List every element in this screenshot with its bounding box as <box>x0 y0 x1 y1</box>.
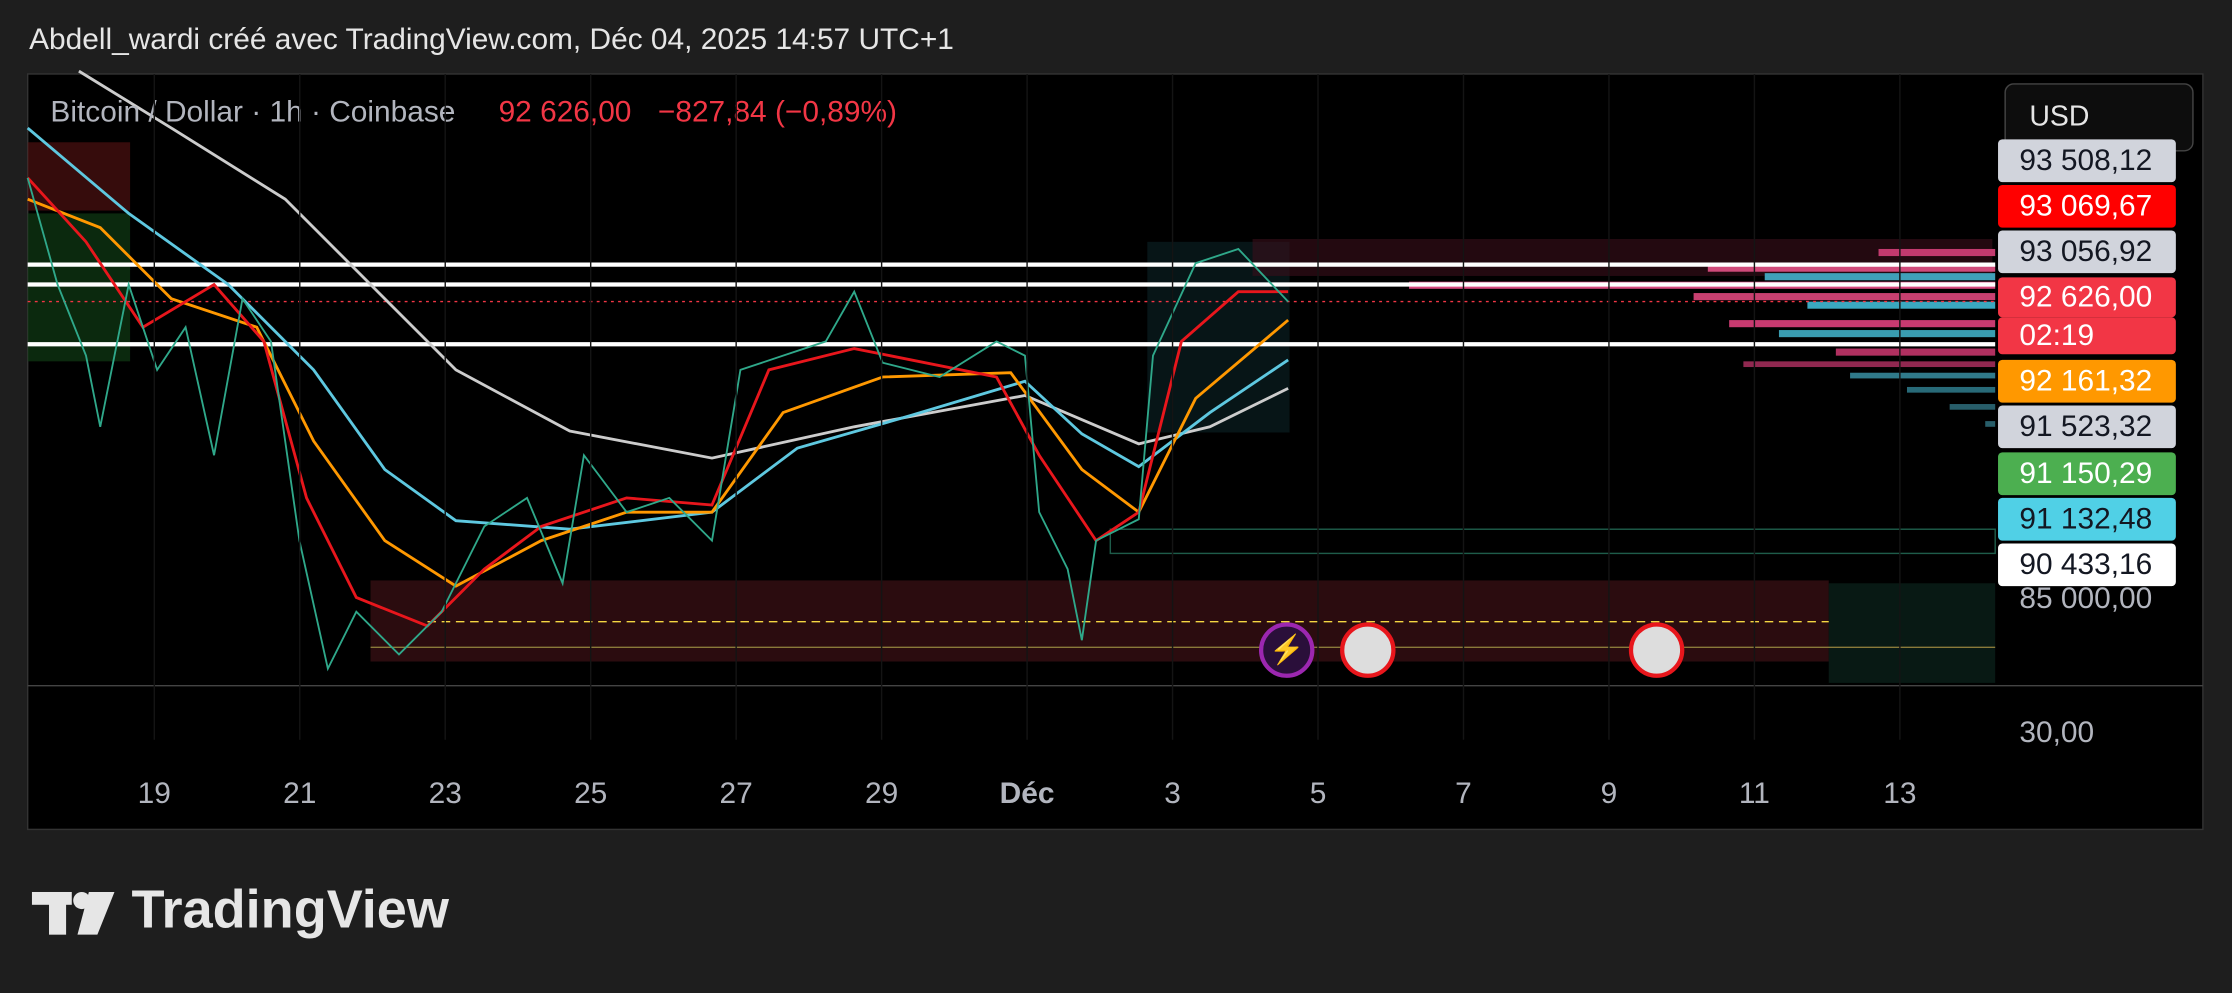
time-axis: 19 21 23 25 27 29 Déc 3 5 7 9 11 13 <box>138 73 1916 810</box>
time-label: 25 <box>574 777 607 810</box>
price-label-box <box>1998 452 2176 496</box>
zone <box>1109 528 1996 555</box>
price-label: 85 000,00 <box>2019 582 2152 615</box>
time-label: 7 <box>1455 777 1472 810</box>
price-label: 30,00 <box>2019 716 2094 749</box>
price-label-box <box>1998 543 2176 587</box>
ma-line <box>78 69 1289 460</box>
time-label: Déc <box>1000 777 1055 810</box>
time-label: 27 <box>720 777 753 810</box>
price-label: 91 523,32 <box>2019 410 2152 443</box>
price-label: 90 433,16 <box>2019 548 2152 581</box>
price-label-box <box>1998 230 2176 274</box>
price-label: 91 150,29 <box>2019 457 2152 490</box>
event-symbol: ⚡ <box>1269 633 1304 667</box>
price-label-box <box>1998 497 2176 541</box>
logo-icon <box>31 891 115 935</box>
price-label-box <box>1998 184 2176 228</box>
event-icon[interactable] <box>1340 622 1396 678</box>
price-label-box <box>1998 317 2176 355</box>
header-title: Abdell_wardi créé avec TradingView.com, … <box>29 23 954 56</box>
price-label-box <box>1998 405 2176 449</box>
price-label-box <box>1998 139 2176 183</box>
price-change: −827,84 (−0,89%) <box>658 96 897 129</box>
event-icon[interactable] <box>1628 622 1685 678</box>
time-label: 19 <box>138 777 171 810</box>
event-icon[interactable] <box>1258 622 1315 678</box>
price-label: 93 069,67 <box>2019 190 2152 223</box>
volume-profile <box>1409 248 1996 427</box>
currency[interactable]: USD <box>2029 101 2089 133</box>
time-label: 9 <box>1601 777 1618 810</box>
price-label: 02:19 <box>2019 319 2094 352</box>
logo-text: TradingView <box>132 880 450 940</box>
time-label: 13 <box>1883 777 1916 810</box>
last-price: 92 626,00 <box>499 96 632 129</box>
time-label: 5 <box>1310 777 1327 810</box>
price-label: 91 132,48 <box>2019 503 2152 536</box>
zone <box>1828 583 1996 683</box>
price-label: 93 056,92 <box>2019 235 2152 268</box>
price-label: 92 161,32 <box>2019 365 2152 398</box>
time-label: 29 <box>865 777 898 810</box>
price-candles <box>26 177 1289 672</box>
time-label: 11 <box>1739 777 1770 810</box>
price-label-box <box>1998 277 2176 318</box>
time-label: 3 <box>1164 777 1181 810</box>
price-label: 92 626,00 <box>2019 281 2152 314</box>
price-label-box <box>1998 359 2176 403</box>
time-label: 21 <box>283 777 316 810</box>
symbol: Bitcoin / Dollar · 1h · Coinbase <box>50 96 455 129</box>
price-axis: 93 508,12 93 069,67 93 056,92 92 626,00 02:1… <box>1998 139 2176 749</box>
ma-line <box>26 176 1289 628</box>
time-label: 23 <box>429 777 462 810</box>
price-label: 93 508,12 <box>2019 144 2152 177</box>
